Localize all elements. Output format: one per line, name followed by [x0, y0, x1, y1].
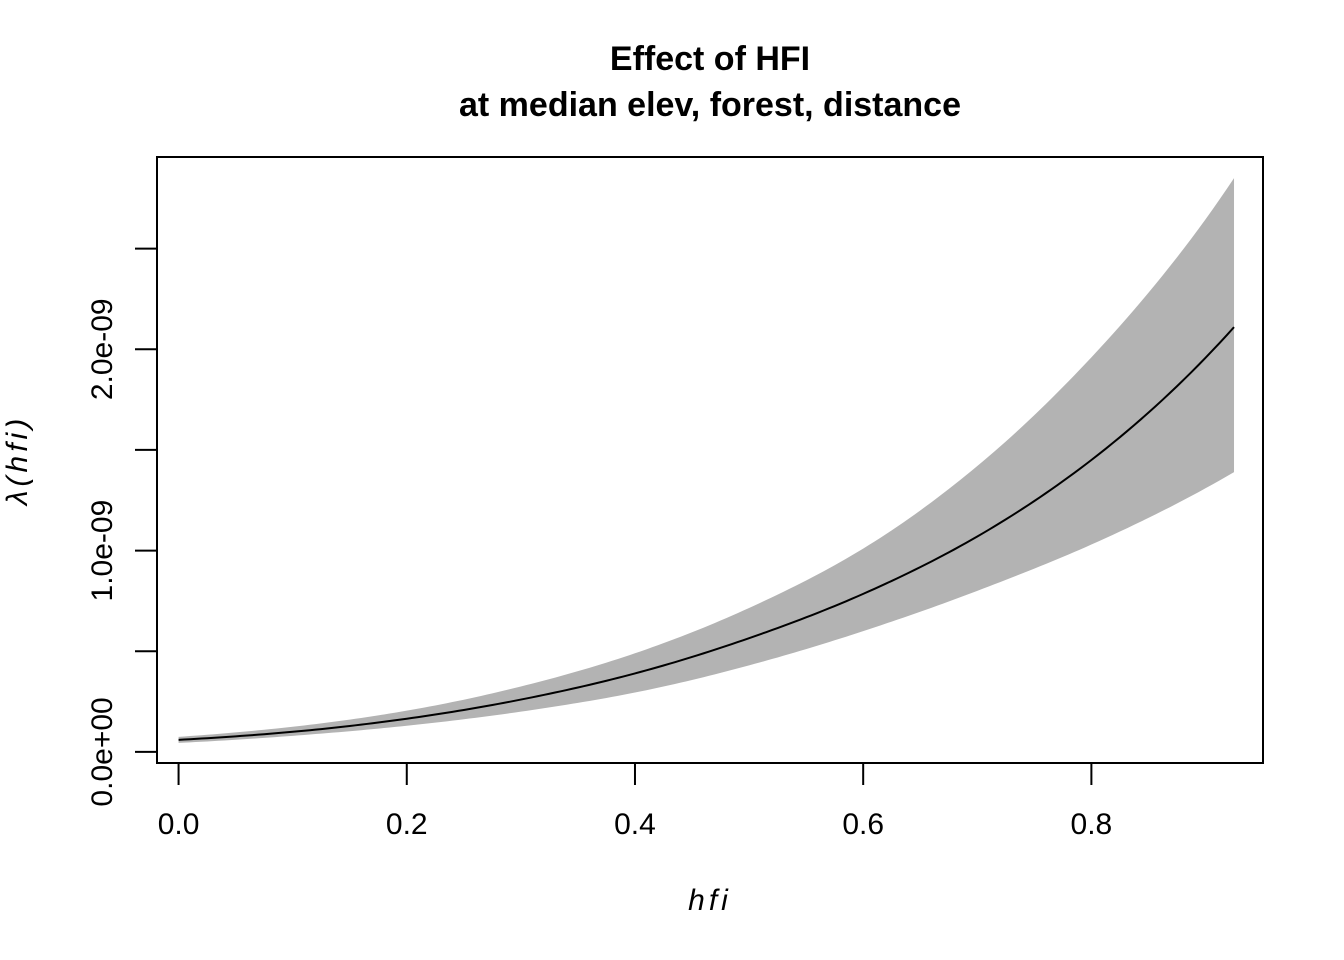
- y-tick-label: 1.0e-09: [86, 500, 119, 602]
- chart-title: Effect of HFI: [610, 40, 810, 78]
- confidence-band: [178, 178, 1235, 743]
- y-axis-label: λ(hfi): [1, 415, 34, 507]
- x-tick-label: 0.8: [1071, 808, 1113, 841]
- y-tick-label: 2.0e-09: [86, 298, 119, 400]
- y-tick-label: 0.0e+00: [86, 697, 119, 806]
- plot-area: [156, 156, 1264, 764]
- x-axis: 0.0 0.2 0.4 0.6 0.8: [158, 762, 1113, 841]
- x-tick-label: 0.2: [386, 808, 428, 841]
- x-tick-label: 0.6: [842, 808, 884, 841]
- series-line: [178, 326, 1235, 741]
- x-axis-label: hfi: [688, 884, 732, 917]
- x-tick-label: 0.4: [614, 808, 656, 841]
- chart-subtitle: at median elev, forest, distance: [459, 86, 961, 124]
- x-tick-label: 0.0: [158, 808, 200, 841]
- y-axis: 0.0e+00 1.0e-09 2.0e-09: [86, 247, 158, 807]
